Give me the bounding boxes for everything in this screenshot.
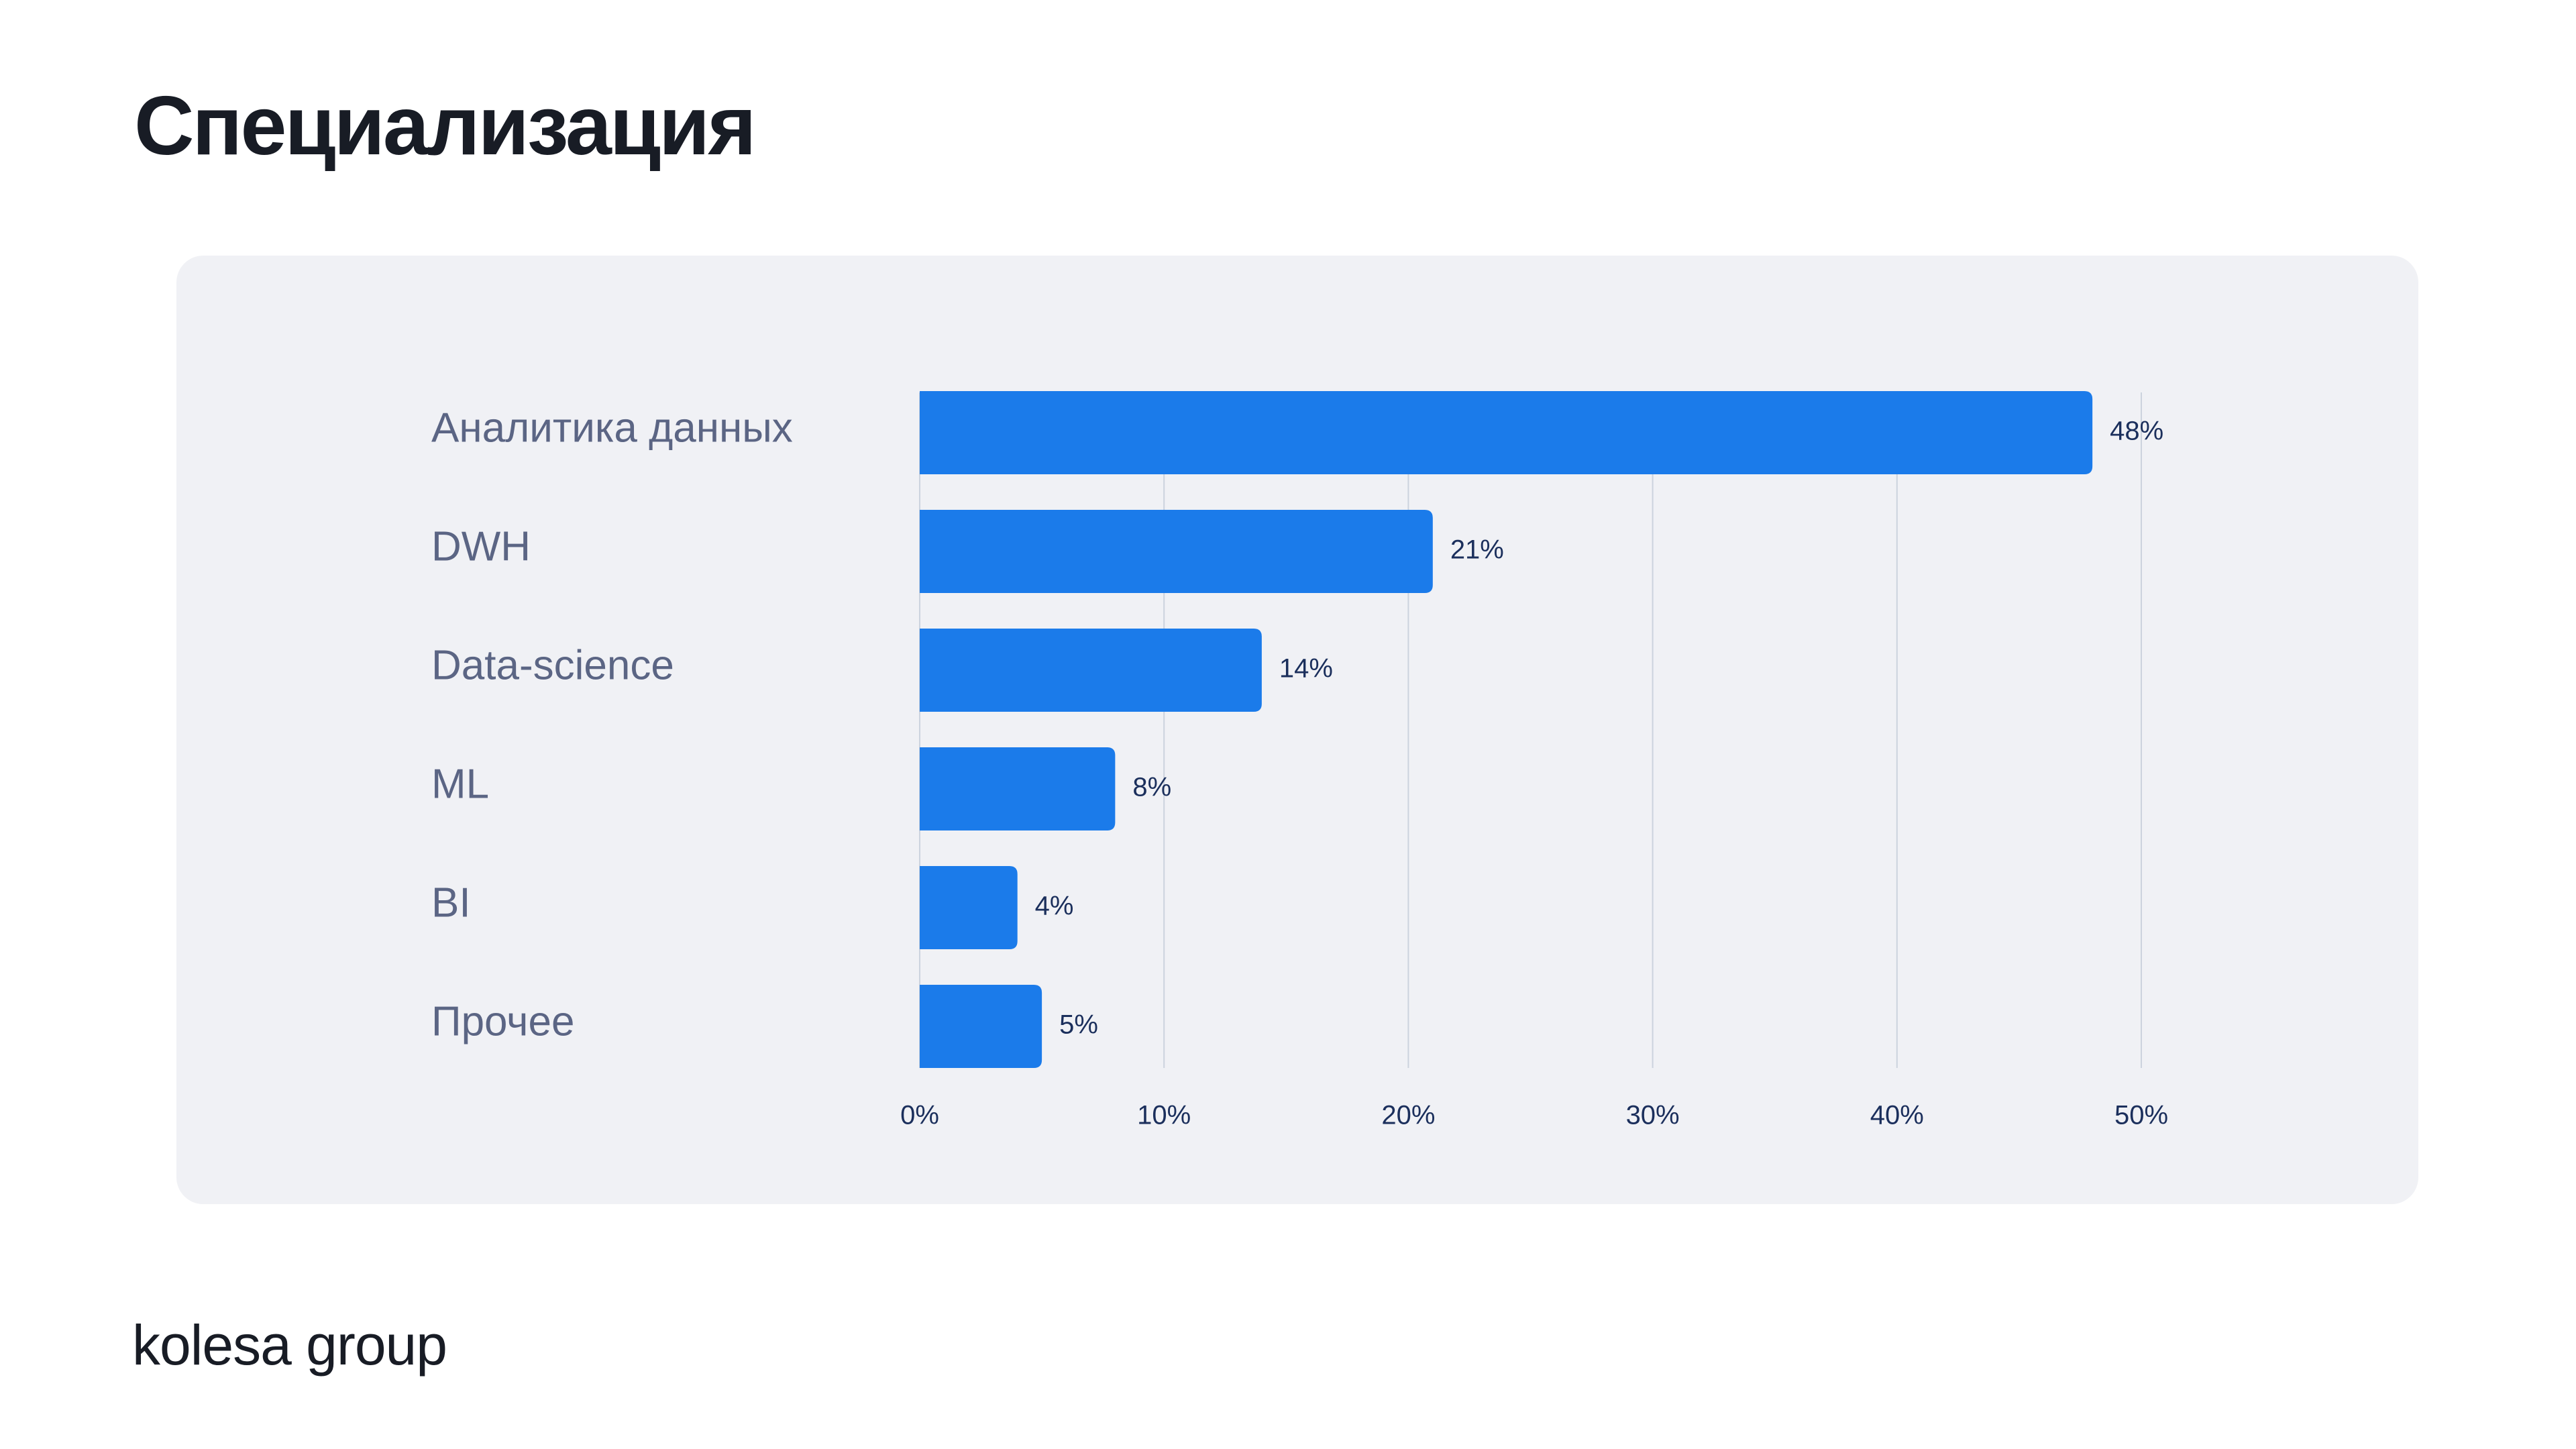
bar bbox=[920, 866, 1018, 949]
bar bbox=[920, 510, 1433, 593]
page-title: Специализация bbox=[134, 80, 757, 172]
bar-value-label: 5% bbox=[1059, 1010, 1098, 1040]
x-tick-label: 0% bbox=[900, 1101, 939, 1130]
x-tick-label: 50% bbox=[2114, 1101, 2168, 1130]
category-label: BI bbox=[431, 879, 471, 926]
kolesa-group-logo: kolesa group bbox=[132, 1313, 447, 1377]
bar-value-label: 4% bbox=[1035, 892, 1074, 921]
category-label: DWH bbox=[431, 523, 531, 570]
category-label: Аналитика данных bbox=[431, 405, 793, 451]
labels: 0% 10% 20% 30% 40% 50% 48% Аналитика данных 21% D… bbox=[431, 405, 2168, 1130]
x-tick-label: 10% bbox=[1137, 1101, 1191, 1130]
bar-value-label: 8% bbox=[1132, 773, 1171, 802]
bar-value-label: 48% bbox=[2110, 417, 2163, 446]
bar bbox=[920, 391, 2093, 474]
x-tick-label: 30% bbox=[1626, 1101, 1680, 1130]
x-tick-label: 20% bbox=[1381, 1101, 1435, 1130]
category-label: Прочее bbox=[431, 998, 574, 1044]
bar-value-label: 21% bbox=[1450, 535, 1504, 565]
bars bbox=[920, 391, 2093, 1068]
x-tick-label: 40% bbox=[1870, 1101, 1924, 1130]
category-label: ML bbox=[431, 761, 489, 807]
bar-value-label: 14% bbox=[1279, 654, 1333, 684]
category-label: Data-science bbox=[431, 642, 674, 688]
bar bbox=[920, 747, 1116, 830]
gridlines bbox=[919, 392, 2142, 1068]
bar bbox=[920, 985, 1042, 1068]
bar bbox=[920, 629, 1262, 712]
